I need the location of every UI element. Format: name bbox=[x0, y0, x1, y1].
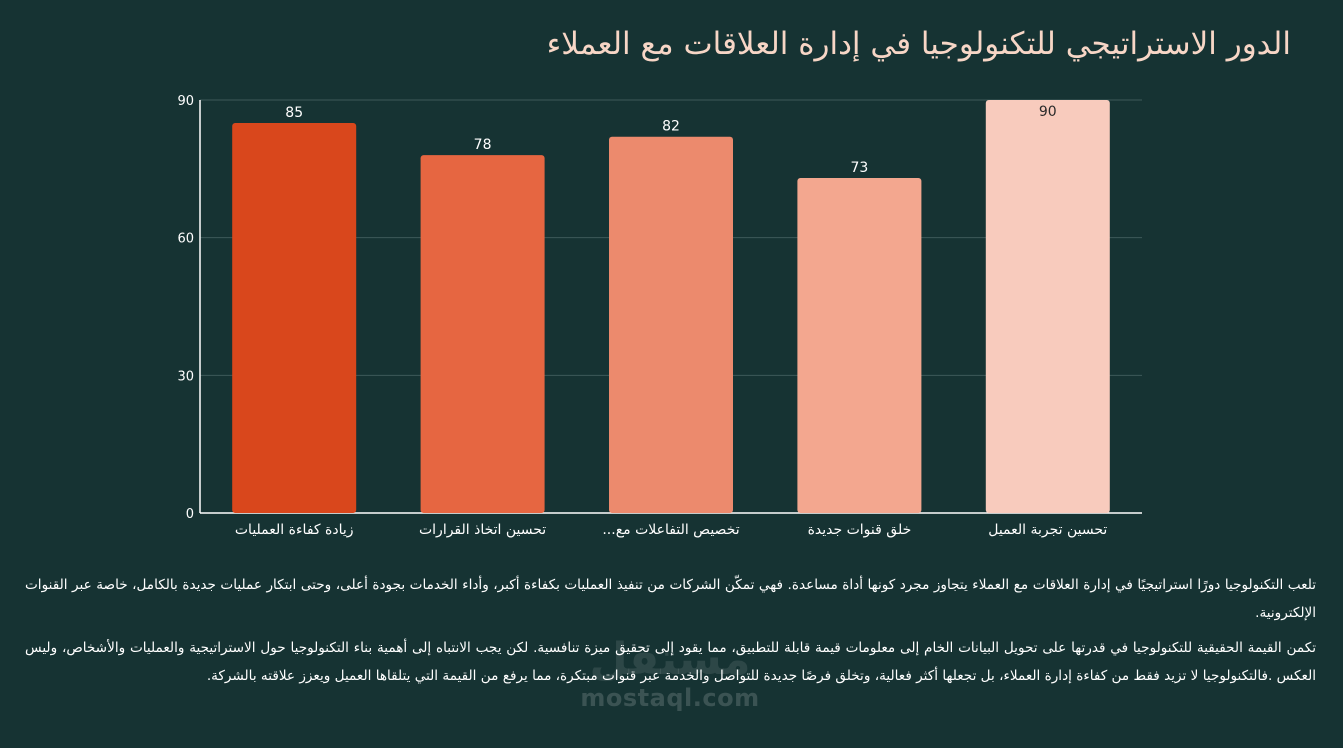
y-tick-labels: 0 30 60 90 bbox=[177, 94, 194, 522]
x-tick-label: تحسين تجربة العميل bbox=[988, 522, 1107, 538]
bar bbox=[420, 155, 545, 514]
data-label: 78 bbox=[474, 137, 492, 153]
paragraph-2: تكمن القيمة الحقيقية للتكنولوجيا في قدرت… bbox=[25, 640, 1316, 684]
value-labels: 85 78 82 73 90 bbox=[285, 104, 1056, 176]
x-tick-label: تخصيص التفاعلات مع... bbox=[602, 522, 739, 538]
y-tick-label: 90 bbox=[177, 94, 194, 109]
bar bbox=[609, 136, 733, 513]
chart-title: الدور الاستراتيجي للتكنولوجيا في إدارة ا… bbox=[546, 26, 1291, 62]
description-text: تلعب التكنولوجيا دورًا استراتيجيًا في إد… bbox=[25, 571, 1316, 697]
bars bbox=[232, 100, 1110, 514]
bar bbox=[797, 178, 922, 513]
bar bbox=[232, 122, 357, 513]
x-tick-label: خلق قنوات جديدة bbox=[808, 522, 912, 538]
paragraph-1: تلعب التكنولوجيا دورًا استراتيجيًا في إد… bbox=[25, 577, 1316, 621]
y-tick-label: 60 bbox=[177, 232, 194, 247]
y-tick-label: 0 bbox=[186, 507, 194, 522]
data-label: 82 bbox=[662, 119, 680, 135]
y-tick-label: 30 bbox=[177, 369, 194, 384]
x-tick-labels: زيادة كفاءة العمليات تحسين اتخاذ القرارات… bbox=[235, 522, 1108, 538]
data-label: 73 bbox=[850, 160, 868, 176]
bar bbox=[985, 100, 1110, 513]
data-label: 85 bbox=[285, 105, 303, 121]
x-tick-label: زيادة كفاءة العمليات bbox=[235, 522, 354, 538]
data-label: 90 bbox=[1039, 104, 1057, 120]
x-tick-label: تحسين اتخاذ القرارات bbox=[419, 522, 546, 538]
bar-chart: 0 30 60 90 85 78 82 73 90 زيادة كفاءة العمليات ت… bbox=[177, 94, 1142, 538]
